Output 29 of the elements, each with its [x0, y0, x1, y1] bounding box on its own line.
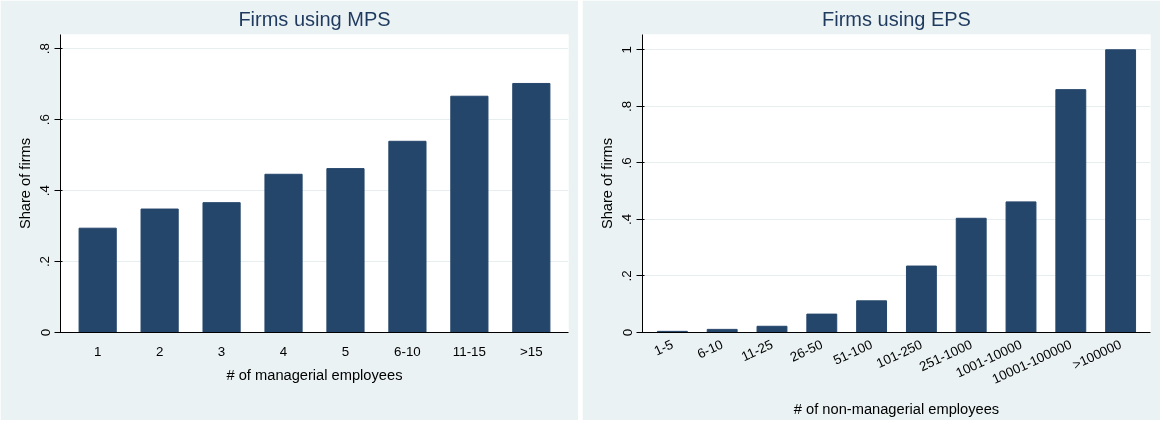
x-tick-label: 5: [341, 343, 350, 359]
y-tick-label: .4: [619, 213, 635, 225]
x-tick-label: >15: [520, 343, 543, 359]
x-tick-label: 6-10: [694, 336, 726, 362]
y-tick-label: .2: [619, 270, 635, 282]
y-tick-label: .6: [619, 157, 635, 169]
y-tick-label: .4: [37, 184, 53, 197]
x-tick-label: 26-50: [787, 336, 825, 365]
x-tick-label: 3: [217, 343, 226, 359]
x-tick-label: 6-10: [394, 343, 421, 359]
y-tick-label: .2: [37, 255, 53, 268]
x-axis-title: # of managerial employees: [226, 366, 403, 383]
y-tick-label: 1: [619, 46, 635, 54]
y-tick-label: .8: [619, 100, 635, 112]
y-axis-title: Share of firms: [16, 137, 33, 230]
x-axis-title: # of non-managerial employees: [793, 401, 1000, 418]
chart-title: Firms using MPS: [238, 7, 391, 30]
x-tick-label: 11-15: [452, 343, 486, 359]
x-tick-label: 1-5: [651, 336, 676, 359]
y-tick-label: .6: [37, 114, 53, 126]
y-axis-title: Share of firms: [598, 137, 615, 230]
y-tick-label: .8: [37, 43, 53, 55]
x-tick-label: 2: [155, 343, 164, 359]
y-tick-label: 0: [37, 328, 53, 337]
x-tick-label: 1: [93, 343, 102, 359]
x-tick-label: 4: [279, 343, 288, 359]
chart-title: Firms using EPS: [822, 7, 971, 30]
x-tick-label: 11-25: [738, 336, 776, 365]
y-tick-label: 0: [619, 328, 635, 337]
